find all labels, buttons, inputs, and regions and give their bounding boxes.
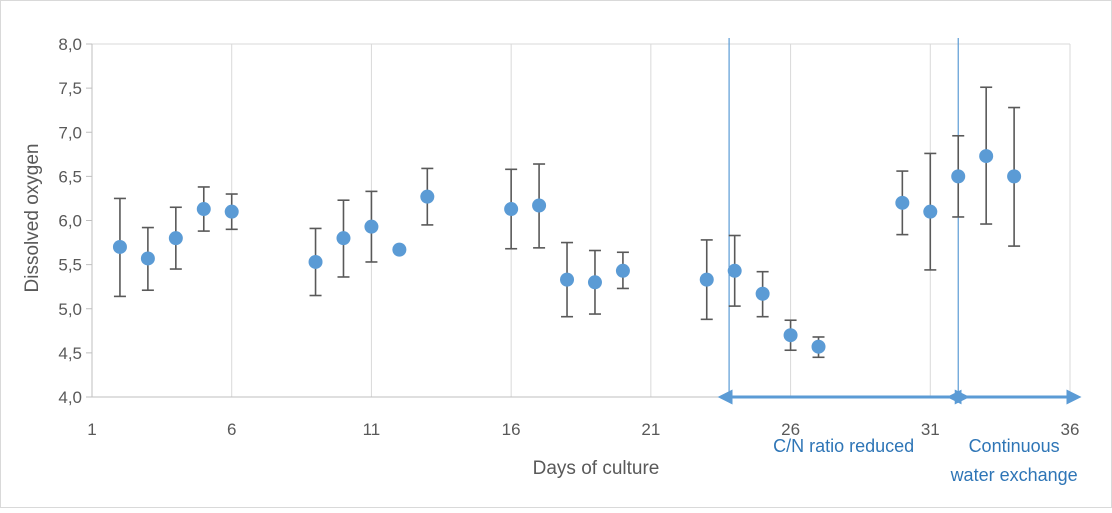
y-tick-label: 4,5 xyxy=(58,344,82,363)
data-point xyxy=(112,239,127,254)
x-tick-label: 26 xyxy=(781,420,800,439)
data-point xyxy=(168,231,183,246)
phase-label: water exchange xyxy=(950,465,1078,485)
data-point xyxy=(699,272,714,287)
x-axis-title: Days of culture xyxy=(533,458,660,479)
x-tick-label: 36 xyxy=(1061,420,1080,439)
data-point xyxy=(336,231,351,246)
x-tick-label: 11 xyxy=(363,420,381,439)
data-point xyxy=(587,275,602,290)
x-tick-label: 6 xyxy=(227,420,236,439)
data-point xyxy=(755,286,770,301)
x-tick-label: 31 xyxy=(921,420,940,439)
data-point xyxy=(224,204,239,219)
phase-label: Continuous xyxy=(969,436,1060,456)
data-point xyxy=(140,251,155,266)
phase-label: C/N ratio reduced xyxy=(773,436,914,456)
x-tick-label: 21 xyxy=(641,420,660,439)
y-tick-label: 5,5 xyxy=(58,256,82,275)
y-tick-label: 4,0 xyxy=(58,388,82,407)
x-tick-label: 1 xyxy=(87,420,96,439)
data-point xyxy=(615,263,630,278)
y-tick-label: 5,0 xyxy=(58,300,82,319)
grid-layer xyxy=(91,43,1071,397)
data-point xyxy=(364,219,379,234)
data-point xyxy=(560,272,575,287)
data-point xyxy=(979,149,994,164)
point-layer xyxy=(112,149,1022,354)
data-point xyxy=(1007,169,1022,184)
data-point xyxy=(532,198,547,213)
data-point xyxy=(895,195,910,210)
x-tick-label: 16 xyxy=(502,420,521,439)
data-point xyxy=(504,202,519,217)
data-point xyxy=(951,169,966,184)
y-tick-label: 6,5 xyxy=(58,167,82,186)
y-tick-label: 7,0 xyxy=(58,123,82,142)
data-point xyxy=(783,328,798,343)
y-axis-title: Dissolved oxygen xyxy=(22,144,43,293)
label-layer: Days of culture Dissolved oxygen 4,0 4,5 5… xyxy=(22,35,1079,485)
data-point xyxy=(727,263,742,278)
y-tick-label: 8,0 xyxy=(58,35,82,54)
data-point xyxy=(308,254,323,269)
data-point xyxy=(392,242,407,257)
y-tick-label: 6,0 xyxy=(58,212,82,231)
y-tick-label: 7,5 xyxy=(58,79,82,98)
data-point xyxy=(923,204,938,219)
data-point xyxy=(420,189,435,204)
data-point xyxy=(811,339,826,354)
data-point xyxy=(196,202,211,217)
